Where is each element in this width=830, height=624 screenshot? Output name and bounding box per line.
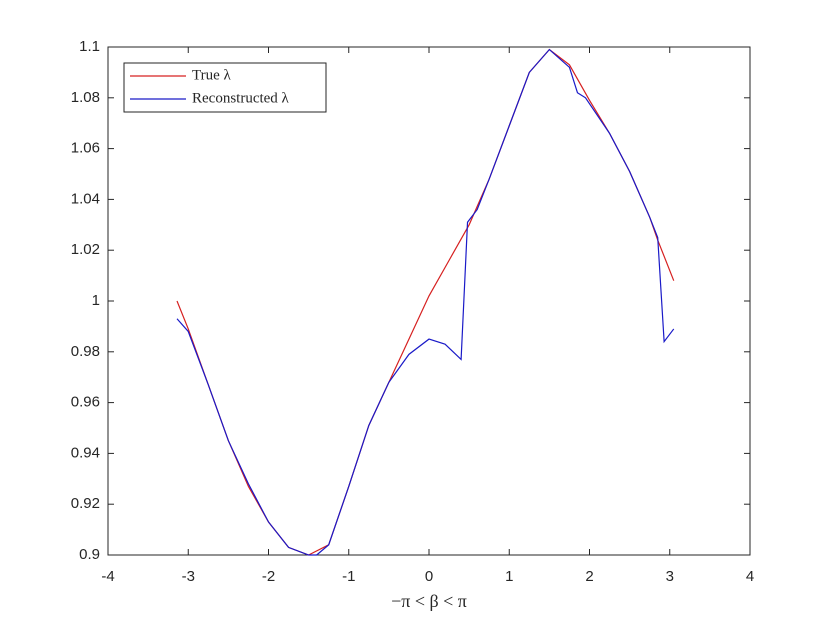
y-tick-label: 1.04: [71, 190, 100, 207]
y-tick-label: 1.08: [71, 89, 100, 106]
legend-label: Reconstructed λ: [192, 90, 290, 106]
x-tick-label: -4: [101, 568, 114, 585]
y-tick-label: 1: [92, 292, 100, 309]
x-tick-label: 4: [746, 568, 754, 585]
y-tick-label: 0.9: [79, 546, 100, 563]
x-tick-label: 2: [585, 568, 593, 585]
series-line: [176, 48, 675, 556]
legend: True λ Reconstructed λ: [123, 62, 327, 113]
y-tick-label: 0.92: [71, 495, 100, 512]
x-tick-label: -3: [182, 568, 195, 585]
plot-area: [107, 46, 751, 556]
x-tick-label: 1: [505, 568, 513, 585]
legend-label: True λ: [192, 67, 232, 83]
series-line: [176, 48, 675, 556]
y-tick-label: 1.1: [79, 38, 100, 55]
legend-box: [123, 62, 327, 113]
x-tick-label: -1: [342, 568, 355, 585]
x-tick-label: 3: [666, 568, 674, 585]
x-tick-label: -2: [262, 568, 275, 585]
x-tick-label: 0: [425, 568, 433, 585]
y-tick-label: 1.02: [71, 241, 100, 258]
y-tick-label: 0.98: [71, 343, 100, 360]
x-axis-label: −π < β < π: [391, 591, 467, 611]
y-tick-label: 0.94: [71, 444, 100, 461]
y-tick-label: 1.06: [71, 140, 100, 157]
y-tick-label: 0.96: [71, 394, 100, 411]
